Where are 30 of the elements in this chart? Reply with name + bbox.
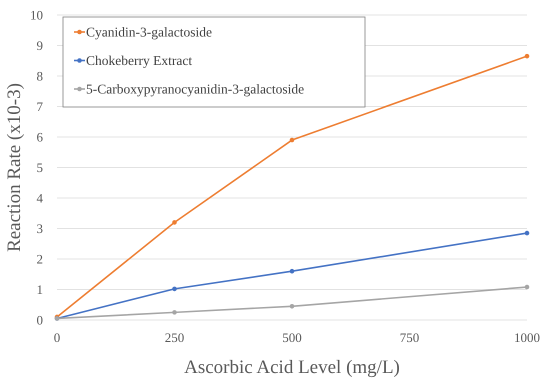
legend-label: Chokeberry Extract [86,53,192,68]
point [524,54,530,58]
point [524,230,530,236]
y-tick-label: 10 [30,8,43,23]
x-tick-label: 500 [282,330,302,345]
point [290,138,294,142]
y-tick-label: 0 [36,312,43,328]
point [172,220,177,225]
x-tick-label: 0 [54,330,60,345]
point [290,268,294,274]
point [524,284,530,290]
x-tick-label: 1000 [514,330,540,345]
y-tick-label: 3 [36,221,43,236]
point [172,286,177,292]
y-tick-label: 4 [36,190,44,206]
point [172,310,177,315]
x-axis-title: Ascorbic Acid Level (mg/L) [184,357,400,378]
x-tick-label: 250 [164,330,184,345]
y-tick-label: 6 [36,130,44,145]
point [290,304,294,309]
y-tick-label: 1 [36,282,43,298]
legend-label: 5-Carboxypyranocyanidin-3-galactoside [86,82,304,97]
y-tick-label: 5 [36,160,43,176]
x-tick-label: 750 [400,330,420,345]
y-axis-title: Reaction Rate (x10-3) [4,83,25,252]
y-tick-label: 8 [36,68,43,84]
y-tick-label: 7 [36,99,44,114]
y-tick-label: 2 [36,252,43,267]
y-tick-label: 9 [36,38,43,54]
legend-label: Cyanidin-3-galactoside [86,24,212,40]
